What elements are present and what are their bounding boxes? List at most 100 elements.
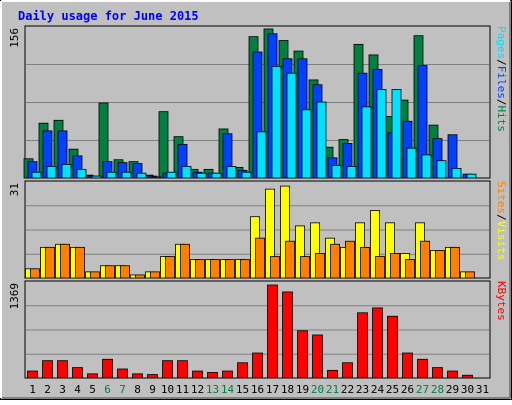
- bar-pages: [91, 175, 102, 179]
- right-axis-label-part: Sites: [495, 181, 508, 214]
- x-tick-label: 13: [206, 383, 219, 396]
- x-tick-label: 5: [89, 383, 96, 396]
- right-axis-label-part: Files: [495, 66, 508, 99]
- right-axis-label: KBytes: [495, 281, 508, 321]
- x-tick-label: 6: [104, 383, 111, 396]
- bar-pages: [211, 172, 222, 179]
- x-tick-label: 19: [296, 383, 309, 396]
- bar-kbytes: [372, 307, 383, 379]
- bar-sites: [45, 246, 55, 279]
- bar-kbytes: [222, 370, 233, 379]
- right-axis-label: Sites/Visits: [495, 181, 508, 261]
- bar-kbytes: [177, 360, 188, 379]
- bar-sites: [285, 240, 295, 279]
- bar-sites: [345, 240, 355, 279]
- bar-kbytes: [417, 358, 428, 379]
- bar-pages: [241, 171, 252, 179]
- x-tick-label: 16: [251, 383, 264, 396]
- bar-pages: [421, 154, 432, 179]
- x-tick-label: 12: [191, 383, 204, 396]
- bar-kbytes: [87, 373, 98, 379]
- bar-sites: [180, 243, 190, 279]
- right-axis-label-part: /: [495, 59, 508, 66]
- x-tick-label: 24: [371, 383, 385, 396]
- x-tick-label: 18: [281, 383, 294, 396]
- bar-pages: [406, 147, 417, 179]
- x-tick-label: 3: [59, 383, 66, 396]
- bar-sites: [90, 271, 100, 279]
- bar-sites: [165, 256, 175, 279]
- bar-pages: [196, 172, 207, 179]
- bar-kbytes: [57, 360, 68, 379]
- x-tick-label: 31: [476, 383, 489, 396]
- right-axis-label-part: KBytes: [495, 281, 508, 321]
- panel-mid: 31 Sites/Visits: [8, 180, 508, 279]
- bar-kbytes: [27, 370, 38, 379]
- x-tick-label: 25: [386, 383, 399, 396]
- x-tick-label: 4: [74, 383, 81, 396]
- bar-pages: [436, 160, 447, 179]
- y-max-label: 1369: [8, 283, 21, 310]
- bar-kbytes: [462, 374, 473, 379]
- bar-pages: [181, 166, 192, 179]
- bar-visits: [295, 225, 305, 279]
- bar-sites: [75, 246, 85, 279]
- panel-top: 156 Pages/Files/Hits: [8, 25, 508, 179]
- bar-visits: [280, 185, 290, 279]
- right-axis-label-part: Visits: [495, 221, 508, 261]
- bar-pages: [136, 172, 147, 179]
- x-tick-label: 28: [431, 383, 444, 396]
- x-tick-label: 9: [149, 383, 156, 396]
- x-tick-label: 20: [311, 383, 324, 396]
- bar-kbytes: [327, 369, 338, 379]
- bar-kbytes: [72, 367, 83, 379]
- panels-layer: 156 Pages/Files/Hits 31 Sites/Visits 1369 KBy…: [8, 25, 508, 379]
- bar-pages: [46, 166, 57, 179]
- x-tick-label: 27: [416, 383, 429, 396]
- y-max-label: 156: [8, 28, 21, 48]
- panel-bot: 1369 KBytes: [8, 280, 508, 379]
- bar-kbytes: [132, 373, 143, 379]
- bar-sites: [360, 246, 370, 279]
- bar-pages: [466, 173, 477, 179]
- x-tick-label: 10: [161, 383, 174, 396]
- bar-pages: [106, 171, 117, 179]
- x-tick-label: 29: [446, 383, 459, 396]
- bar-pages: [361, 106, 372, 179]
- bar-sites: [225, 259, 235, 279]
- bar-kbytes: [447, 370, 458, 379]
- bar-pages: [301, 109, 312, 179]
- bar-pages: [376, 89, 387, 179]
- bar-kbytes: [387, 315, 398, 379]
- bar-pages: [226, 166, 237, 179]
- x-tick-label: 15: [236, 383, 249, 396]
- x-tick-label: 22: [341, 383, 354, 396]
- bar-kbytes: [402, 352, 413, 379]
- bar-sites: [315, 253, 325, 279]
- bar-kbytes: [42, 360, 53, 379]
- bar-visits: [265, 188, 275, 279]
- bar-sites: [105, 265, 115, 279]
- bar-pages: [271, 66, 282, 179]
- chart-title: Daily usage for June 2015: [18, 9, 199, 23]
- bar-kbytes: [432, 367, 443, 379]
- bar-visits: [385, 222, 395, 279]
- bar-sites: [300, 256, 310, 279]
- bar-visits: [370, 210, 380, 279]
- bar-sites: [210, 259, 220, 279]
- x-axis: 1 2 3 4 5 6 7 8 9 10 11 12 13 14 15 16 17 18 19 20 21 22 23 24 2…: [29, 383, 489, 396]
- bar-kbytes: [117, 368, 128, 379]
- bar-pages: [286, 72, 297, 179]
- bar-sites: [420, 240, 430, 279]
- bar-kbytes: [252, 352, 263, 379]
- right-axis-label: Pages/Files/Hits: [495, 26, 508, 132]
- right-axis-label-part: /: [495, 214, 508, 221]
- bar-pages: [391, 89, 402, 179]
- bar-kbytes: [207, 372, 218, 379]
- bar-pages: [61, 164, 72, 179]
- bar-sites: [240, 259, 250, 279]
- bar-kbytes: [312, 334, 323, 379]
- bar-sites: [120, 265, 130, 279]
